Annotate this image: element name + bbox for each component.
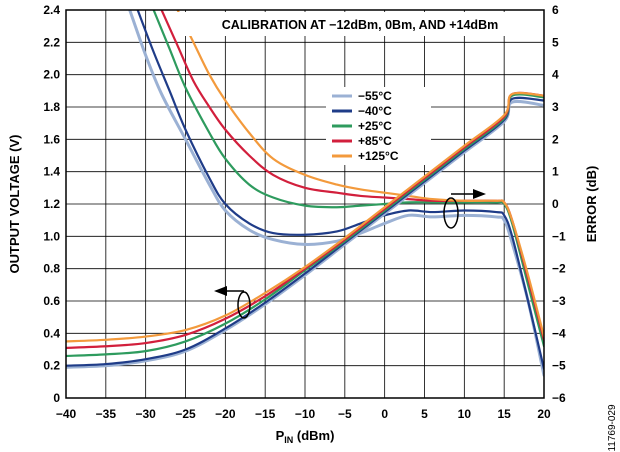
error-line-series-1	[136, 10, 544, 370]
y-right-tick-label: −6	[552, 391, 566, 405]
y-left-tick-label: 1.4	[43, 165, 60, 179]
y-right-tick-label: 6	[552, 3, 559, 17]
x-tick-label: 20	[537, 407, 551, 421]
y-left-tick-label: 0.2	[43, 359, 60, 373]
x-axis-title: PIN (dBm)	[276, 428, 335, 445]
y-right-tick-label: 2	[552, 132, 559, 146]
legend-label: −55°C	[358, 89, 392, 103]
y-right-tick-label: 1	[552, 165, 559, 179]
y-left-tick-label: 2.2	[43, 35, 60, 49]
legend-label: −40°C	[358, 104, 392, 118]
y-right-tick-label: −3	[552, 294, 566, 308]
y-left-tick-label: 2.4	[43, 3, 60, 17]
y-left-tick-label: 0.6	[43, 294, 60, 308]
right-axis-arrow-annotation	[443, 189, 486, 229]
y-right-tick-label: 0	[552, 197, 559, 211]
x-tick-label: −35	[96, 407, 117, 421]
vout-line-series-4	[66, 91, 544, 343]
legend-label: +25°C	[358, 119, 392, 133]
vout-line-series-0	[66, 99, 544, 369]
legend: −55°C−40°C+25°C+85°C+125°C	[326, 87, 431, 165]
x-tick-label: −5	[338, 407, 352, 421]
y-right-tick-label: −2	[552, 262, 566, 276]
y-left-tick-label: 0	[53, 391, 60, 405]
x-tick-label: −30	[135, 407, 156, 421]
legend-label: +125°C	[358, 149, 399, 163]
title-box	[177, 12, 541, 36]
y-left-tick-label: 0.4	[43, 326, 60, 340]
left-annotation-ellipse	[237, 291, 251, 319]
y-left-axis-title: OUTPUT VOLTAGE (V)	[7, 135, 22, 274]
y-right-tick-label: 4	[552, 68, 559, 82]
vout-line-series-3	[66, 91, 544, 349]
y-left-tick-label: 2.0	[43, 68, 60, 82]
y-right-tick-labels: −6 −5 −4 −3 −2 −1 0 1 2 3 4 5 6	[552, 3, 566, 405]
figure-id: 11769-029	[607, 404, 618, 452]
y-right-tick-label: −4	[552, 326, 566, 340]
y-left-tick-label: 1.8	[43, 100, 60, 114]
x-tick-labels: −40 −35 −30 −25 −20 −15 −10 −5 0 5 10 15 20	[56, 407, 551, 421]
y-left-tick-labels: 0 0.2 0.4 0.6 0.8 1.0 1.2 1.4 1.6 1.8 2.0 2.2 2.4	[43, 3, 60, 405]
left-arrow-head	[214, 286, 227, 296]
y-left-tick-label: 1.6	[43, 132, 60, 146]
vout-line-series-1	[66, 96, 544, 367]
x-tick-label: −40	[56, 407, 77, 421]
vout-line-series-2	[66, 93, 544, 358]
left-axis-arrow-annotation	[214, 286, 251, 319]
vout-series-group	[66, 91, 544, 369]
y-right-tick-label: 5	[552, 35, 559, 49]
chart-title: CALIBRATION AT −12dBm, 0Bm, AND +14dBm	[222, 18, 498, 32]
plot-frame	[65, 9, 545, 399]
x-tick-label: −15	[255, 407, 276, 421]
right-arrow-head	[473, 189, 486, 199]
y-left-tick-label: 1.0	[43, 229, 60, 243]
y-right-axis-title: ERROR (dB)	[584, 166, 599, 243]
right-annotation-ellipse	[443, 197, 459, 229]
x-tick-label: 5	[421, 407, 428, 421]
error-line-series-4	[176, 10, 544, 338]
x-tick-label: 15	[497, 407, 511, 421]
y-right-tick-label: −1	[552, 229, 566, 243]
x-tick-label: 10	[458, 407, 472, 421]
y-right-tick-label: −5	[552, 359, 566, 373]
x-tick-label: 0	[381, 407, 388, 421]
y-left-tick-label: 0.8	[43, 262, 60, 276]
y-right-tick-label: 3	[552, 100, 559, 114]
x-tick-label: −10	[295, 407, 316, 421]
x-tick-label: −20	[215, 407, 236, 421]
x-tick-label: −25	[175, 407, 196, 421]
legend-label: +85°C	[358, 134, 392, 148]
y-left-tick-label: 1.2	[43, 197, 60, 211]
